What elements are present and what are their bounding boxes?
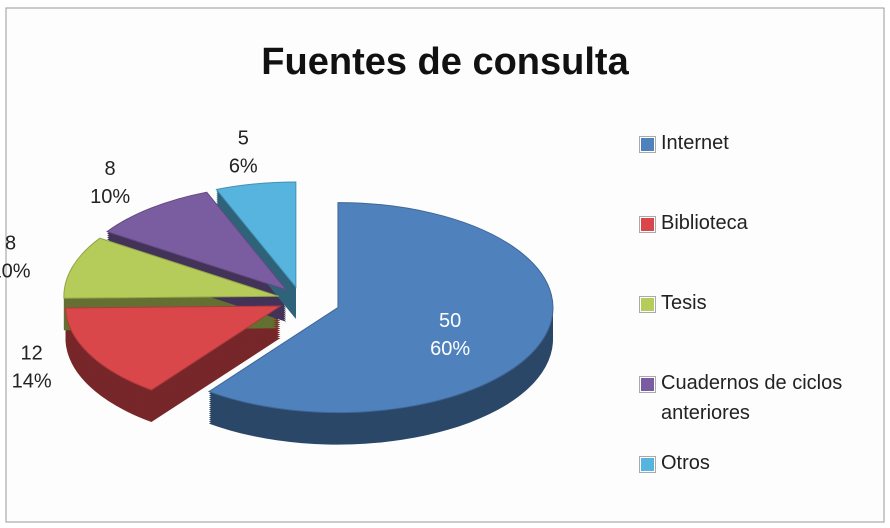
pie-slice (64, 305, 283, 391)
data-label-value: 12 (20, 342, 42, 364)
legend-label: Biblioteca (661, 212, 748, 234)
legend-item: Tesis (640, 288, 880, 368)
legend-label: Tesis (661, 292, 707, 314)
data-label-value: 8 (105, 158, 116, 180)
data-label-percent: 10% (0, 260, 31, 282)
pie-slice (207, 202, 554, 414)
legend-label: Internet (661, 132, 729, 154)
data-label-percent: 6% (229, 155, 258, 177)
legend: Internet Biblioteca Tesis Cuadernos de cicl… (640, 128, 880, 488)
legend-item: Biblioteca (640, 208, 880, 288)
legend-item: Cuadernos de ciclos anteriores (640, 368, 880, 448)
legend-item: Internet (640, 128, 880, 208)
legend-label: Otros (661, 452, 710, 474)
data-label-percent: 60% (430, 338, 470, 360)
legend-swatch (640, 297, 655, 312)
legend-swatch (640, 457, 655, 472)
data-label-percent: 10% (90, 186, 130, 208)
data-label-value: 8 (5, 232, 16, 254)
pie-slice (215, 181, 297, 289)
legend-swatch (640, 217, 655, 232)
pie-slice (63, 237, 280, 299)
legend-swatch (640, 377, 655, 392)
legend-swatch (640, 137, 655, 152)
data-label-percent: 14% (12, 370, 52, 392)
pie-slice (106, 191, 288, 291)
legend-item: Otros (640, 448, 880, 488)
data-label-value: 5 (238, 127, 249, 149)
data-label-value: 50 (439, 310, 461, 332)
chart-title: Fuentes de consulta (261, 41, 629, 83)
legend-label: Cuadernos de ciclos anteriores (661, 372, 843, 424)
